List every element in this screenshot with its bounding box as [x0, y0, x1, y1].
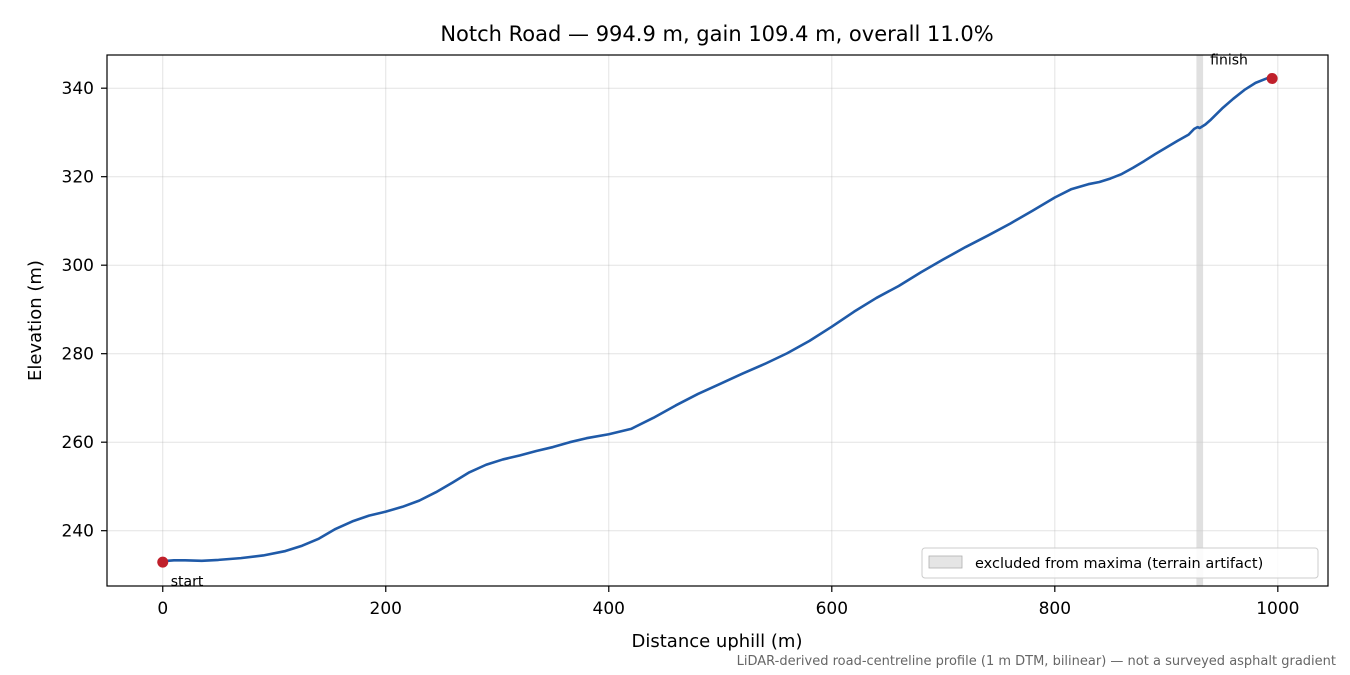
- x-tick-label: 1000: [1256, 599, 1299, 619]
- y-tick-label: 260: [62, 433, 94, 453]
- legend-label: excluded from maxima (terrain artifact): [975, 556, 1263, 572]
- start-marker: [157, 556, 169, 568]
- x-tick-label: 0: [157, 599, 168, 619]
- y-tick-label: 320: [62, 168, 94, 188]
- y-tick-label: 280: [62, 345, 94, 365]
- series-layer: [161, 76, 1274, 563]
- elevation-series-line: [161, 76, 1274, 563]
- chart-title: Notch Road — 994.9 m, gain 109.4 m, over…: [440, 22, 993, 46]
- excluded-band: [1196, 55, 1204, 586]
- finish-marker: [1266, 72, 1278, 84]
- legend: excluded from maxima (terrain artifact): [921, 547, 1319, 579]
- y-tick-label: 340: [62, 79, 94, 99]
- marker-layer: start finish: [157, 52, 1278, 590]
- y-tick-label: 240: [62, 522, 94, 542]
- x-axis-label: Distance uphill (m): [632, 631, 803, 652]
- legend-box: [921, 547, 1319, 579]
- legend-swatch: [928, 555, 963, 569]
- plot-frame: [106, 54, 1329, 587]
- footnote: LiDAR-derived road-centreline profile (1…: [737, 654, 1336, 669]
- start-label: start: [171, 574, 204, 590]
- finish-label: finish: [1210, 52, 1248, 68]
- x-tick-label: 600: [816, 599, 848, 619]
- grid-layer: [107, 55, 1328, 586]
- y-axis-label: Elevation (m): [25, 260, 46, 381]
- y-tick-label: 300: [62, 256, 94, 276]
- x-tick-label: 400: [593, 599, 625, 619]
- tick-layer: 0 200 400 600 800 1000 240 260 280 300 320 340: [62, 79, 1300, 619]
- x-tick-label: 800: [1039, 599, 1071, 619]
- excluded-band-layer: [1196, 55, 1204, 586]
- x-tick-label: 200: [370, 599, 402, 619]
